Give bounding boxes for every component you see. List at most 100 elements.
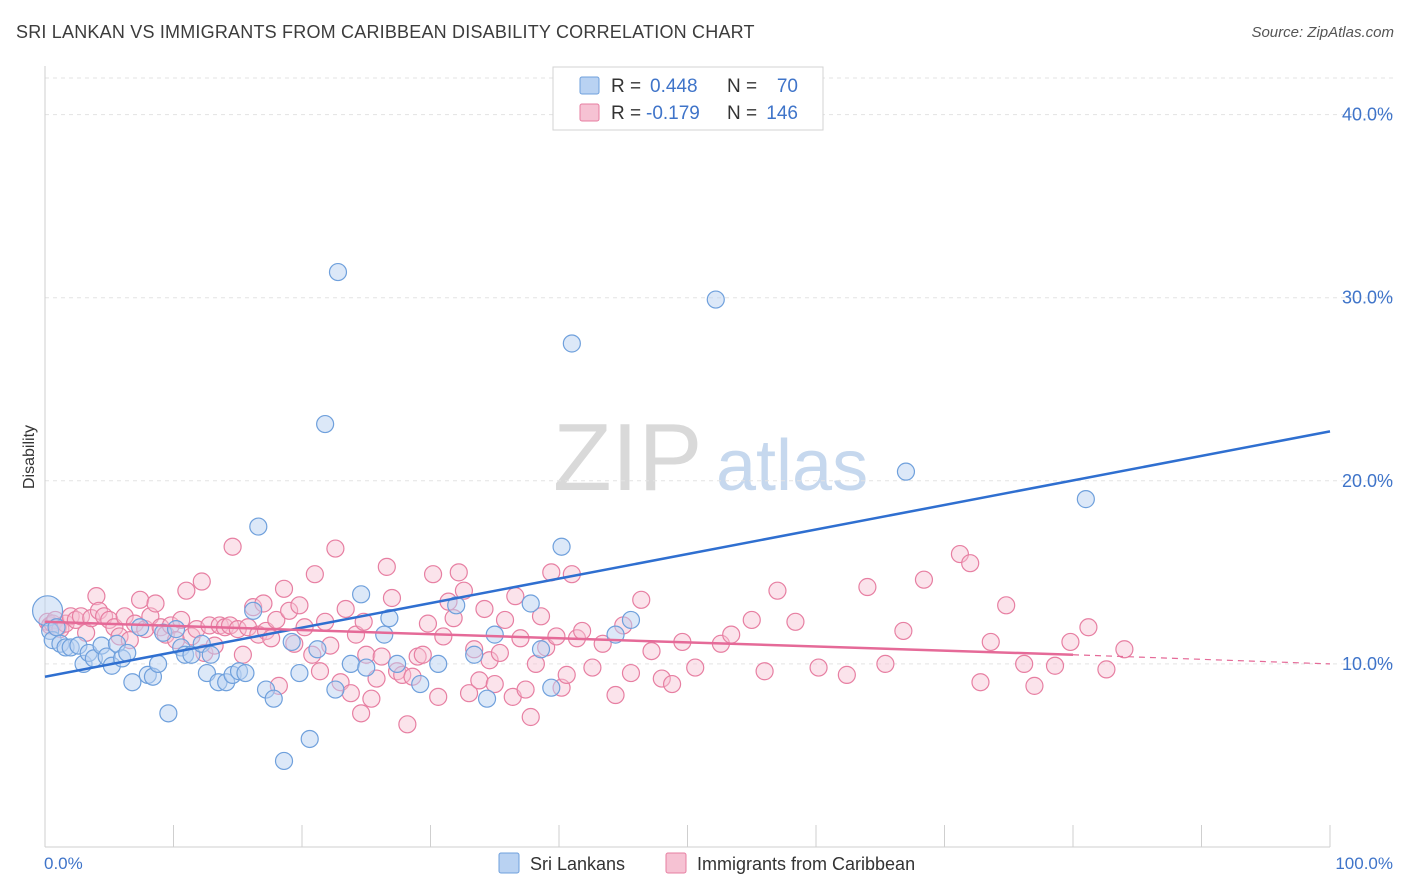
stats-n-label-1: N = (727, 76, 757, 97)
stats-n-value-2: 146 (766, 103, 798, 124)
data-point-caribbean (531, 607, 551, 626)
legend-label-srilankans: Sri Lankans (530, 854, 625, 874)
watermark-atlas: atlas (716, 426, 868, 506)
data-point-caribbean (290, 596, 309, 615)
data-point-caribbean (413, 645, 432, 664)
legend: Sri Lankans Immigrants from Caribbean (498, 852, 915, 874)
x-tick-label-min: 0.0% (44, 854, 83, 873)
data-point-caribbean (89, 601, 109, 620)
data-point-caribbean (686, 658, 705, 677)
data-point-caribbean (423, 565, 443, 584)
data-point-caribbean (192, 572, 211, 591)
data-point-caribbean (642, 641, 661, 661)
data-point-caribbean (449, 563, 468, 582)
stats-r-label-2: R = (611, 103, 641, 124)
data-point-srilankans (380, 609, 399, 628)
legend-swatch-srilankans (498, 852, 520, 874)
data-point-srilankans (328, 262, 348, 282)
data-point-caribbean (722, 625, 741, 644)
data-point-caribbean (621, 663, 641, 683)
data-point-caribbean (377, 557, 396, 576)
data-point-srilankans (300, 729, 319, 749)
data-point-caribbean (662, 674, 682, 694)
data-point-srilankans (130, 618, 150, 637)
data-point-srilankans (274, 751, 294, 771)
data-point-caribbean (485, 674, 504, 694)
data-point-caribbean (997, 596, 1016, 615)
data-point-srilankans (387, 654, 407, 674)
data-point-caribbean (326, 539, 345, 558)
data-point-caribbean (894, 621, 913, 641)
data-point-caribbean (382, 588, 402, 608)
data-point-srilankans (706, 290, 725, 309)
data-point-caribbean (652, 669, 671, 688)
data-point-srilankans (531, 640, 551, 659)
data-point-caribbean (837, 665, 856, 684)
data-point-srilankans (290, 663, 309, 683)
data-point-caribbean (506, 587, 525, 606)
data-point-caribbean (475, 599, 494, 619)
data-point-caribbean (1045, 656, 1065, 675)
data-point-caribbean (1115, 640, 1134, 659)
data-point-caribbean (495, 610, 515, 630)
data-point-srilankans (159, 704, 178, 723)
stats-swatch-blue (579, 76, 600, 95)
data-point-caribbean (429, 687, 448, 706)
data-point-srilankans (621, 610, 641, 630)
stats-r-label-1: R = (611, 76, 641, 97)
data-point-caribbean (223, 537, 242, 556)
data-point-caribbean (459, 684, 479, 703)
data-point-caribbean (398, 715, 417, 734)
data-point-srilankans (264, 689, 283, 708)
data-point-caribbean (961, 554, 980, 573)
y-tick-label: 30.0% (1342, 288, 1393, 308)
legend-swatch-caribbean (665, 852, 687, 874)
stats-r-value-1: 0.448 (650, 76, 698, 97)
data-point-caribbean (490, 643, 509, 663)
data-point-caribbean (352, 704, 371, 723)
data-point-srilankans (485, 625, 504, 644)
data-point-caribbean (573, 621, 592, 641)
x-tick-label-max: 100.0% (1335, 854, 1393, 873)
chart-title: SRI LANKAN VS IMMIGRANTS FROM CARIBBEAN … (16, 22, 755, 42)
data-point-caribbean (981, 632, 1000, 652)
data-point-srilankans (896, 462, 916, 481)
stats-box: R = 0.448 N = 70 R = -0.179 N = 146 (552, 66, 824, 131)
data-point-srilankans (1076, 490, 1095, 509)
data-point-caribbean (742, 610, 761, 630)
data-point-caribbean (372, 647, 391, 666)
data-point-srilankans (166, 620, 186, 639)
data-point-srilankans (542, 678, 561, 697)
trend-line-caribbean (44, 620, 1074, 656)
data-point-caribbean (1015, 654, 1034, 674)
data-point-srilankans (357, 658, 376, 677)
data-point-caribbean (146, 594, 165, 613)
data-point-srilankans (375, 625, 394, 644)
data-point-srilankans (249, 517, 268, 536)
stats-n-value-1: 70 (777, 76, 798, 97)
data-point-caribbean (786, 612, 805, 631)
watermark-zip: ZIP (553, 404, 702, 511)
data-point-srilankans (411, 674, 430, 694)
data-point-caribbean (1097, 660, 1116, 679)
data-point-srilankans (308, 640, 327, 659)
data-point-caribbean (470, 671, 489, 690)
data-point-srilankans (521, 594, 540, 613)
data-point-caribbean (274, 579, 294, 598)
data-point-caribbean (755, 662, 774, 681)
data-point-srilankans (244, 601, 263, 620)
data-point-caribbean (280, 601, 299, 620)
data-point-srilankans (282, 632, 301, 652)
trend-line-caribbean-extension (1072, 654, 1331, 665)
data-point-srilankans (447, 596, 466, 615)
data-point-caribbean (583, 658, 602, 677)
legend-label-caribbean: Immigrants from Caribbean (697, 854, 915, 874)
stats-n-label-2: N = (727, 103, 757, 124)
x-tick-marks (44, 825, 1331, 847)
data-point-caribbean (516, 680, 535, 699)
data-point-srilankans (341, 654, 360, 674)
data-point-caribbean (362, 689, 381, 708)
data-point-srilankans (236, 663, 255, 683)
y-tick-label: 40.0% (1342, 105, 1393, 125)
